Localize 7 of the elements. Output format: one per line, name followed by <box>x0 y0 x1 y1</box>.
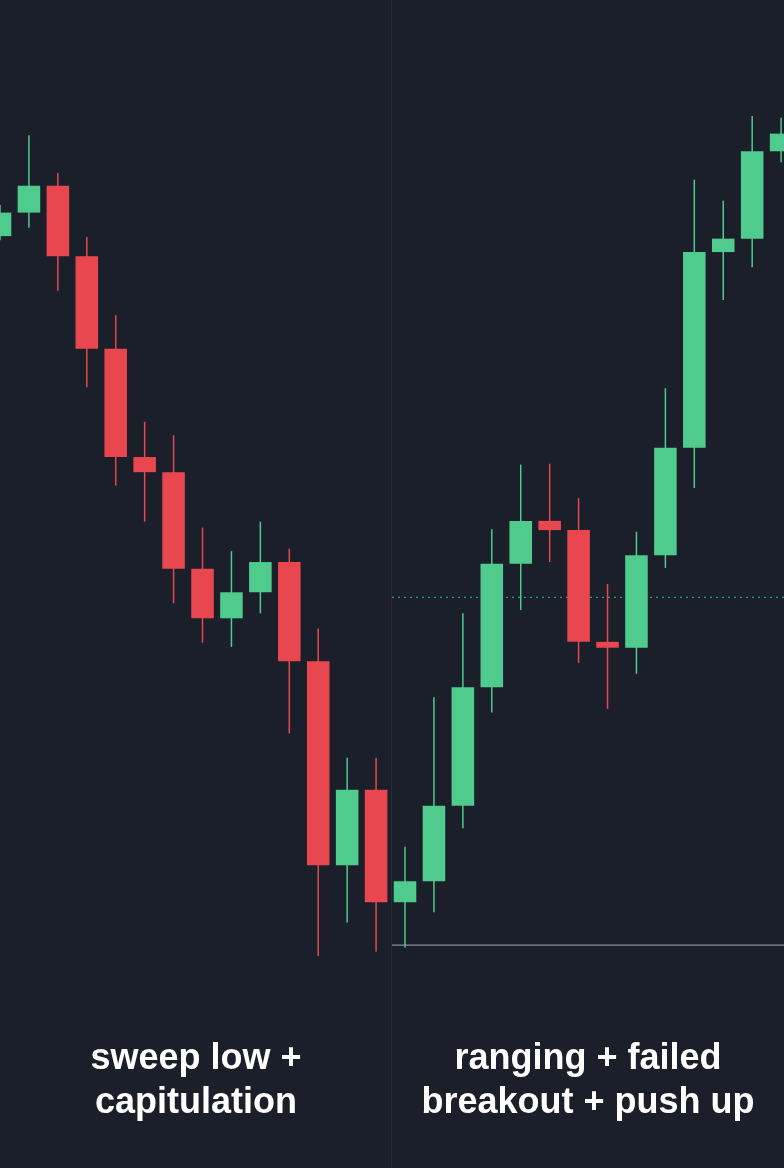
candlestick <box>596 583 619 710</box>
candlestick <box>133 421 156 523</box>
candlestick <box>393 846 417 949</box>
candlestick <box>711 200 735 301</box>
candlestick <box>538 463 561 563</box>
text: ranging + failed breakout + push up <box>420 1035 756 1123</box>
text: sweep low + capitulation <box>89 1035 303 1123</box>
